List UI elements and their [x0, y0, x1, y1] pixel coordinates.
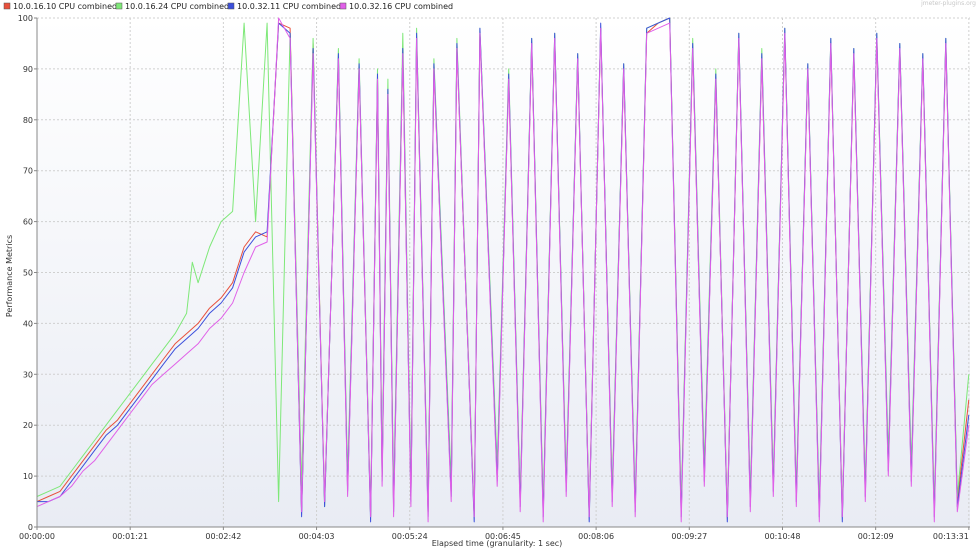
- legend-label-2: 10.0.16.24 CPU combined: [125, 2, 229, 11]
- y-tick-label: 60: [23, 218, 33, 227]
- y-tick-label: 100: [18, 14, 33, 23]
- series-line-3: [37, 17, 970, 523]
- legend-swatch-3: [227, 2, 235, 10]
- x-tick-label: 00:12:09: [858, 532, 894, 541]
- x-axis-ticks: 00:00:00 00:01:21 00:02:42 00:04:03 00:05:24…: [19, 527, 970, 541]
- y-axis-title: Performance Metrics: [5, 235, 14, 317]
- y-tick-label: 80: [23, 116, 33, 125]
- y-tick-label: 40: [23, 319, 33, 328]
- x-tick-label: 00:06:45: [485, 532, 521, 541]
- legend-swatch-4: [339, 2, 347, 10]
- watermark-text: jmeter-plugins.org: [920, 0, 976, 7]
- x-tick-label: 00:04:03: [299, 532, 335, 541]
- legend-label-3: 10.0.32.11 CPU combined: [237, 2, 341, 11]
- x-tick-label: 00:00:00: [19, 532, 55, 541]
- x-tick-label: 00:02:42: [205, 532, 241, 541]
- y-tick-label: 30: [23, 370, 33, 379]
- x-tick-label: 00:09:27: [671, 532, 707, 541]
- y-tick-label: 20: [23, 421, 33, 430]
- x-axis-title: Elapsed time (granularity: 1 sec): [432, 539, 563, 548]
- y-tick-label: 90: [23, 65, 33, 74]
- legend-label-4: 10.0.32.16 CPU combined: [349, 2, 453, 11]
- y-tick-label: 50: [23, 269, 33, 278]
- series-line-4: [36, 17, 970, 523]
- legend-swatch-2: [115, 2, 123, 10]
- y-tick-label: 10: [23, 472, 33, 481]
- legend-label-1: 10.0.16.10 CPU combined: [13, 2, 117, 11]
- series-layer: [36, 17, 970, 523]
- y-tick-label: 0: [28, 523, 33, 532]
- x-tick-label: 00:13:31: [933, 532, 969, 541]
- x-tick-label: 00:08:06: [578, 532, 614, 541]
- x-tick-label: 00:05:24: [392, 532, 428, 541]
- x-tick-label: 00:01:21: [112, 532, 148, 541]
- legend-swatch-1: [3, 2, 11, 10]
- y-axis-ticks: 0 10 20 30 40 50 60 70 80 90 100: [18, 14, 37, 532]
- x-tick-label: 00:10:48: [765, 532, 801, 541]
- legend: 10.0.16.10 CPU combined 10.0.16.24 CPU co…: [3, 2, 453, 11]
- y-tick-label: 70: [23, 167, 33, 176]
